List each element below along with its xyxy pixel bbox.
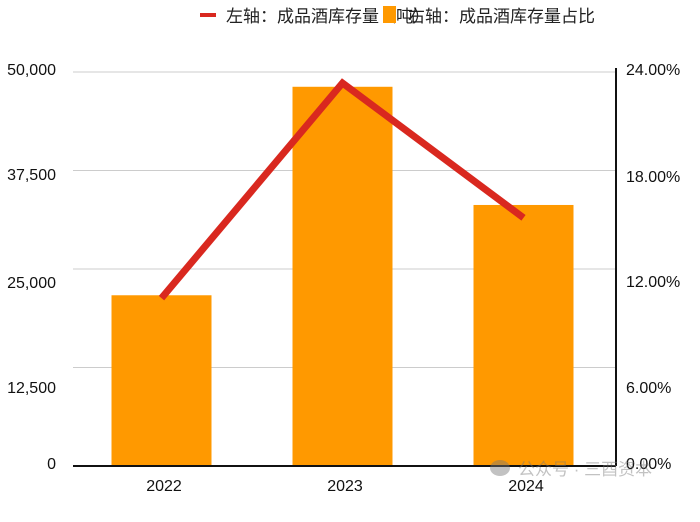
- bar-swatch-icon: [383, 6, 396, 23]
- legend-line-label: 左轴：成品酒库存量（吨）: [226, 7, 430, 26]
- line-swatch-icon: [200, 12, 216, 17]
- x-tick-label: 2023: [327, 478, 363, 495]
- right-tick-label: 0.00%: [626, 456, 672, 473]
- x-tick-label: 2024: [508, 478, 544, 495]
- left-tick-label: 25,000: [7, 275, 56, 292]
- axes-lines: [73, 68, 617, 467]
- bar: [111, 295, 212, 466]
- legend-bar-label: 右轴：成品酒库存量占比: [408, 7, 595, 26]
- watermark-text: 公众号 · 三酉资本: [518, 460, 653, 479]
- left-tick-label: 50,000: [7, 62, 56, 79]
- left-tick-label: 12,500: [7, 380, 56, 397]
- bar-series: [111, 86, 574, 467]
- watermark: 公众号 · 三酉资本: [490, 455, 652, 480]
- legend-item-line: 左轴：成品酒库存量（吨）: [200, 2, 430, 27]
- legend-item-bar: 右轴：成品酒库存量占比: [383, 2, 595, 27]
- left-tick-label: 0: [47, 456, 56, 473]
- line-series: [158, 78, 526, 301]
- x-tick-label: 2022: [146, 478, 182, 495]
- right-tick-label: 12.00%: [626, 274, 681, 291]
- right-tick-label: 18.00%: [626, 169, 681, 186]
- wechat-icon: [490, 459, 510, 476]
- right-tick-label: 6.00%: [626, 380, 672, 397]
- right-tick-label: 24.00%: [626, 62, 681, 79]
- inventory-line: [158, 78, 526, 301]
- bar: [473, 204, 574, 466]
- legend: 左轴：成品酒库存量（吨） 右轴：成品酒库存量占比: [0, 2, 700, 28]
- bar: [292, 86, 393, 467]
- left-tick-label: 37,500: [7, 167, 56, 184]
